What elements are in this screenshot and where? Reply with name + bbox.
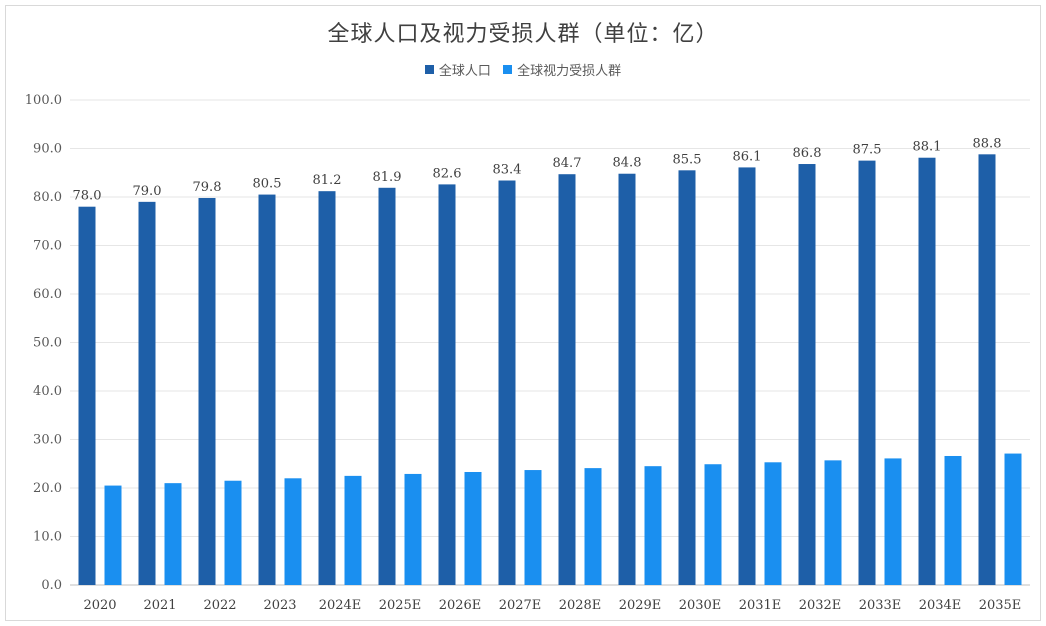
- y-tick-label: 70.0: [33, 239, 62, 254]
- y-tick-label: 30.0: [33, 433, 62, 448]
- x-tick-label: 2023: [263, 598, 296, 613]
- bar-visual-impairment: [824, 460, 842, 585]
- x-tick-label: 2025E: [379, 598, 422, 613]
- legend-swatch-visual-impairment: [503, 65, 513, 74]
- bar-population: [798, 164, 816, 585]
- bar-population: [78, 206, 96, 585]
- data-label: 78.0: [73, 189, 102, 204]
- chart-title: 全球人口及视力受损人群（单位：亿）: [327, 22, 719, 47]
- legend-swatch-population: [424, 65, 434, 74]
- x-tick-label: 2022: [203, 598, 236, 613]
- legend-item-visual-impairment: 全球视力受损人群: [503, 60, 621, 79]
- x-tick-label: 2032E: [799, 598, 842, 613]
- bar-population: [978, 154, 996, 585]
- bar-visual-impairment: [524, 470, 542, 585]
- legend-label-population: 全球人口: [438, 64, 491, 79]
- bar-population: [258, 194, 276, 585]
- bar-visual-impairment: [464, 471, 482, 585]
- x-tick-label: 2020: [83, 598, 116, 613]
- bar-visual-impairment: [944, 455, 962, 585]
- data-label: 83.4: [493, 163, 522, 178]
- x-tick-label: 2033E: [859, 598, 902, 613]
- y-tick-label: 100.0: [25, 93, 62, 108]
- bar-visual-impairment: [224, 480, 242, 585]
- data-label: 82.6: [433, 166, 462, 181]
- data-label: 88.1: [913, 140, 942, 155]
- x-tick-label: 2030E: [679, 598, 722, 613]
- bar-visual-impairment: [404, 473, 422, 585]
- data-label: 79.8: [193, 180, 222, 195]
- bar-population: [678, 170, 696, 585]
- bar-visual-impairment: [704, 464, 722, 585]
- x-tick-label: 2031E: [739, 598, 782, 613]
- data-label: 80.5: [253, 177, 282, 192]
- bar-population: [438, 184, 456, 585]
- x-tick-label: 2034E: [919, 598, 962, 613]
- y-tick-label: 80.0: [33, 190, 62, 205]
- data-label: 84.8: [613, 156, 642, 171]
- y-tick-label: 20.0: [33, 481, 62, 496]
- legend-label-visual-impairment: 全球视力受损人群: [517, 64, 622, 79]
- y-tick-label: 40.0: [33, 384, 62, 399]
- chart-legend: 全球人口 全球视力受损人群: [0, 60, 1046, 79]
- data-label: 86.8: [793, 146, 822, 161]
- bar-population: [558, 174, 576, 585]
- x-tick-label: 2026E: [439, 598, 482, 613]
- bar-population: [138, 201, 156, 585]
- bar-population: [318, 191, 336, 585]
- x-tick-label: 2035E: [979, 598, 1022, 613]
- bar-population: [738, 167, 756, 586]
- data-label: 86.1: [733, 149, 762, 164]
- bar-population: [198, 197, 216, 585]
- bar-visual-impairment: [884, 458, 902, 585]
- data-label: 81.9: [373, 170, 402, 185]
- x-tick-label: 2021: [143, 598, 176, 613]
- data-label: 88.8: [973, 136, 1002, 151]
- legend-item-population: 全球人口: [424, 60, 491, 79]
- bar-visual-impairment: [584, 468, 602, 585]
- data-label: 79.0: [133, 184, 162, 199]
- bar-population: [498, 180, 516, 585]
- bar-visual-impairment: [644, 466, 662, 585]
- data-label: 81.2: [313, 173, 342, 188]
- y-tick-label: 10.0: [33, 530, 62, 545]
- bar-visual-impairment: [1004, 453, 1022, 585]
- x-tick-label: 2024E: [319, 598, 362, 613]
- bar-population: [618, 173, 636, 585]
- y-tick-label: 50.0: [33, 336, 62, 351]
- x-tick-label: 2028E: [559, 598, 602, 613]
- bar-visual-impairment: [164, 483, 182, 585]
- y-tick-label: 60.0: [33, 287, 62, 302]
- bar-visual-impairment: [284, 478, 302, 585]
- bar-visual-impairment: [344, 475, 362, 585]
- data-label: 87.5: [853, 143, 882, 158]
- data-label: 85.5: [673, 152, 702, 167]
- data-label: 84.7: [553, 156, 582, 171]
- y-tick-label: 90.0: [33, 142, 62, 157]
- bar-visual-impairment: [764, 462, 782, 585]
- bar-population: [918, 157, 936, 585]
- y-tick-label: 0.0: [41, 578, 62, 593]
- x-tick-label: 2029E: [619, 598, 662, 613]
- x-tick-label: 2027E: [499, 598, 542, 613]
- bar-population: [858, 160, 876, 585]
- bar-visual-impairment: [104, 485, 122, 585]
- bar-population: [378, 187, 396, 585]
